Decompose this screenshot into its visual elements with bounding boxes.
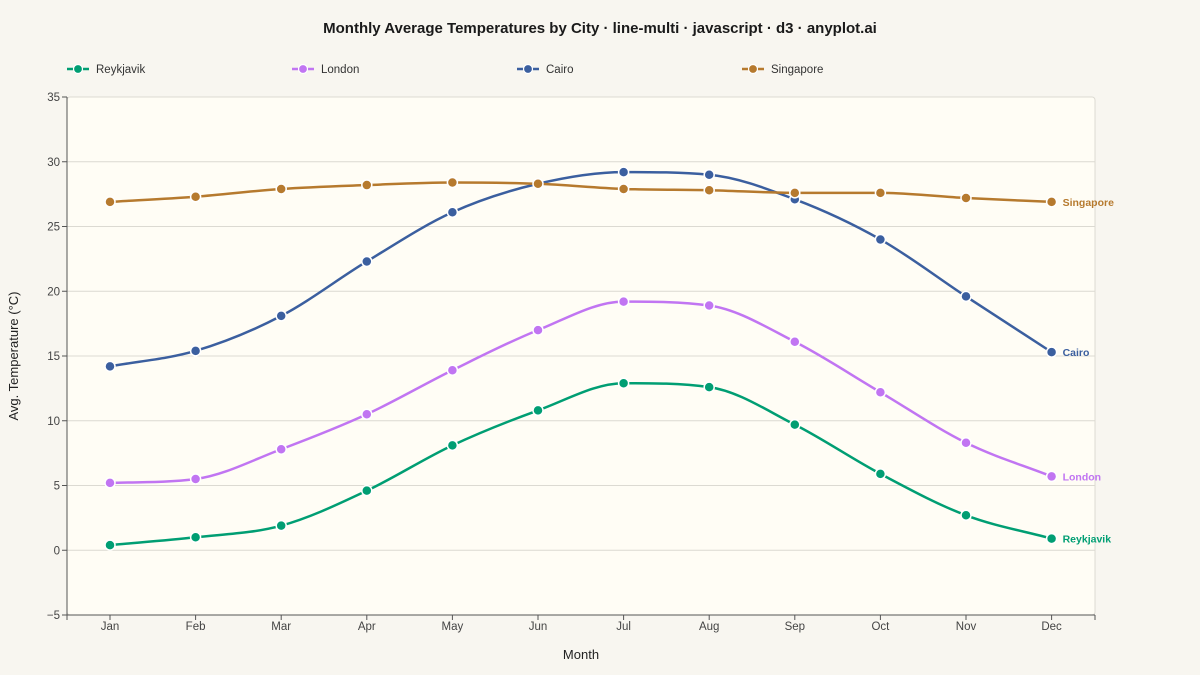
data-point-singapore[interactable] xyxy=(874,187,887,199)
data-point-london[interactable] xyxy=(789,336,801,348)
data-point-reykjavik[interactable] xyxy=(703,381,715,393)
series-line-singapore xyxy=(108,181,1053,204)
data-point-cairo[interactable] xyxy=(189,345,202,357)
data-point-singapore[interactable] xyxy=(703,184,715,196)
legend-label: Cairo xyxy=(546,64,573,76)
data-point-singapore[interactable] xyxy=(960,192,972,204)
data-point-cairo[interactable] xyxy=(361,255,373,268)
x-tick-label: May xyxy=(442,621,464,633)
data-point-singapore[interactable] xyxy=(532,178,544,190)
data-point-singapore[interactable] xyxy=(361,179,373,191)
data-point-cairo[interactable] xyxy=(446,206,459,219)
x-tick-label: Feb xyxy=(186,621,206,633)
data-point-reykjavik[interactable] xyxy=(446,439,459,452)
x-axis: Jan Feb Mar Apr May Jun Jul Aug Sep Oct Nov Dec xyxy=(66,614,1096,633)
x-tick-label: Apr xyxy=(358,621,376,633)
data-point-singapore[interactable] xyxy=(189,190,202,203)
data-point-cairo[interactable] xyxy=(1045,346,1058,358)
end-label-cairo: Cairo xyxy=(1063,347,1090,359)
series-london: London xyxy=(104,295,1101,489)
data-point-london[interactable] xyxy=(1045,470,1058,483)
data-point-reykjavik[interactable] xyxy=(1045,532,1058,545)
data-point-reykjavik[interactable] xyxy=(104,539,116,551)
end-label-london: London xyxy=(1063,471,1101,483)
y-tick-label: 25 xyxy=(47,222,60,234)
y-axis: −5 0 5 10 15 20 25 30 35 xyxy=(47,92,68,622)
x-tick-label: Jul xyxy=(616,621,631,633)
legend-swatch-marker xyxy=(747,63,759,75)
legend-swatch-marker xyxy=(522,63,534,75)
data-point-reykjavik[interactable] xyxy=(275,519,287,532)
y-tick-label: 5 xyxy=(54,481,60,493)
x-tick-label: Nov xyxy=(956,621,977,633)
legend-item-london[interactable]: London xyxy=(292,63,359,76)
x-tick-label: Jan xyxy=(101,621,120,633)
legend-label: Reykjavik xyxy=(96,64,145,76)
legend: Reykjavik London Cairo Singapore xyxy=(67,63,823,76)
data-point-reykjavik[interactable] xyxy=(789,418,801,431)
data-point-reykjavik[interactable] xyxy=(960,509,972,522)
data-point-london[interactable] xyxy=(874,386,887,399)
x-tick-label: Mar xyxy=(271,621,291,633)
data-point-london[interactable] xyxy=(361,408,373,421)
x-tick-label: Jun xyxy=(529,621,548,633)
y-tick-label: −5 xyxy=(47,610,60,622)
chart-title: Monthly Average Temperatures by City · l… xyxy=(323,20,877,37)
y-tick-label: 20 xyxy=(47,286,60,298)
y-tick-label: 30 xyxy=(47,157,60,169)
y-tick-label: 35 xyxy=(47,92,60,104)
end-label-reykjavik: Reykjavik xyxy=(1063,534,1112,546)
series-group: Reykjavik London Cairo Singapore xyxy=(104,166,1115,551)
data-point-cairo[interactable] xyxy=(874,233,887,246)
data-point-singapore[interactable] xyxy=(275,183,287,195)
legend-item-cairo[interactable]: Cairo xyxy=(517,63,573,76)
data-point-cairo[interactable] xyxy=(617,166,630,178)
legend-item-singapore[interactable]: Singapore xyxy=(742,63,823,76)
data-point-london[interactable] xyxy=(189,473,202,485)
data-point-reykjavik[interactable] xyxy=(189,531,202,544)
data-point-singapore[interactable] xyxy=(617,183,630,195)
y-tick-label: 15 xyxy=(47,351,60,363)
data-point-singapore[interactable] xyxy=(446,176,459,189)
data-point-reykjavik[interactable] xyxy=(532,404,544,417)
data-point-reykjavik[interactable] xyxy=(617,377,630,389)
legend-label: London xyxy=(321,64,359,76)
legend-swatch-marker xyxy=(72,63,84,75)
y-tick-label: 10 xyxy=(47,416,60,428)
legend-label: Singapore xyxy=(771,64,823,76)
data-point-cairo[interactable] xyxy=(275,310,287,322)
data-point-london[interactable] xyxy=(532,324,544,336)
series-singapore: Singapore xyxy=(104,176,1115,209)
x-tick-label: Sep xyxy=(785,621,805,633)
data-point-reykjavik[interactable] xyxy=(361,484,373,497)
x-tick-label: Aug xyxy=(699,621,719,633)
data-point-cairo[interactable] xyxy=(104,360,116,373)
data-point-london[interactable] xyxy=(960,437,972,449)
series-reykjavik: Reykjavik xyxy=(104,377,1112,551)
x-axis-title: Month xyxy=(563,647,599,662)
series-line-reykjavik xyxy=(108,381,1053,547)
data-point-reykjavik[interactable] xyxy=(874,468,887,480)
legend-item-reykjavik[interactable]: Reykjavik xyxy=(67,63,145,76)
x-tick-label: Dec xyxy=(1041,621,1062,633)
data-point-cairo[interactable] xyxy=(703,168,715,181)
end-label-singapore: Singapore xyxy=(1063,197,1115,209)
data-point-london[interactable] xyxy=(617,295,630,308)
y-axis-title: Avg. Temperature (°C) xyxy=(6,292,21,421)
x-tick-label: Oct xyxy=(871,621,890,633)
data-point-cairo[interactable] xyxy=(960,290,972,303)
legend-swatch-marker xyxy=(297,63,309,75)
data-point-london[interactable] xyxy=(275,443,287,455)
y-tick-label: 0 xyxy=(54,545,60,557)
grid-lines xyxy=(67,161,1095,551)
series-line-london xyxy=(108,300,1053,485)
data-point-singapore[interactable] xyxy=(1045,196,1058,208)
data-point-singapore[interactable] xyxy=(789,187,801,199)
data-point-singapore[interactable] xyxy=(104,196,116,208)
data-point-london[interactable] xyxy=(703,299,715,312)
data-point-london[interactable] xyxy=(104,477,116,489)
data-point-london[interactable] xyxy=(446,364,459,376)
